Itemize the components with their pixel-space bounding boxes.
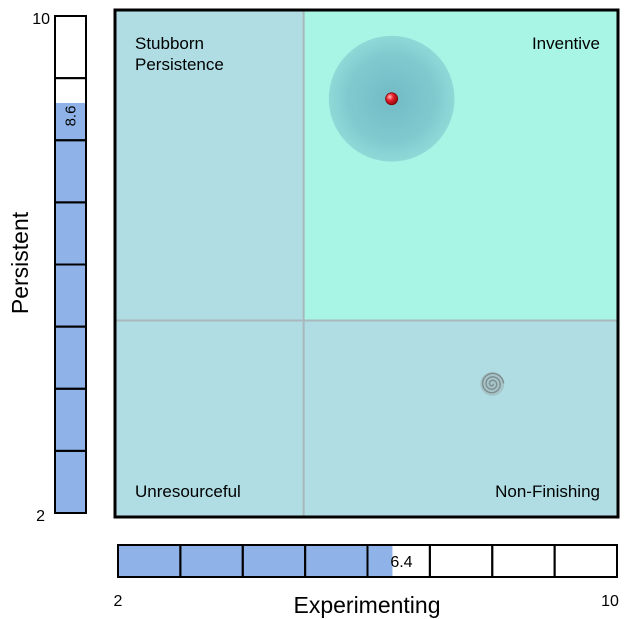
- quadrant-label-top-left: Stubborn Persistence: [135, 34, 224, 74]
- y-axis-label: Persistent: [7, 211, 33, 314]
- data-point: [385, 92, 399, 106]
- experimenting-value-label: 6.4: [390, 554, 412, 571]
- quadrant-label-bottom-left: Unresourceful: [135, 482, 241, 501]
- plot-border: [113, 8, 620, 519]
- x-tick-label-max: 10: [601, 593, 619, 610]
- spiral-icon: [480, 371, 505, 396]
- persistent-gauge: [54, 15, 87, 514]
- quadrant-label-bottom-right: Non-Finishing: [495, 482, 600, 501]
- y-tick-label-min: 2: [36, 508, 45, 525]
- x-axis-label: Experimenting: [293, 592, 440, 618]
- quadrant-label-top-right: Inventive: [532, 34, 600, 53]
- persistent-value-label: 8.6: [63, 106, 80, 127]
- y-tick-label-max: 10: [32, 11, 50, 28]
- experimenting-gauge: [117, 544, 618, 578]
- x-tick-label-min: 2: [114, 593, 123, 610]
